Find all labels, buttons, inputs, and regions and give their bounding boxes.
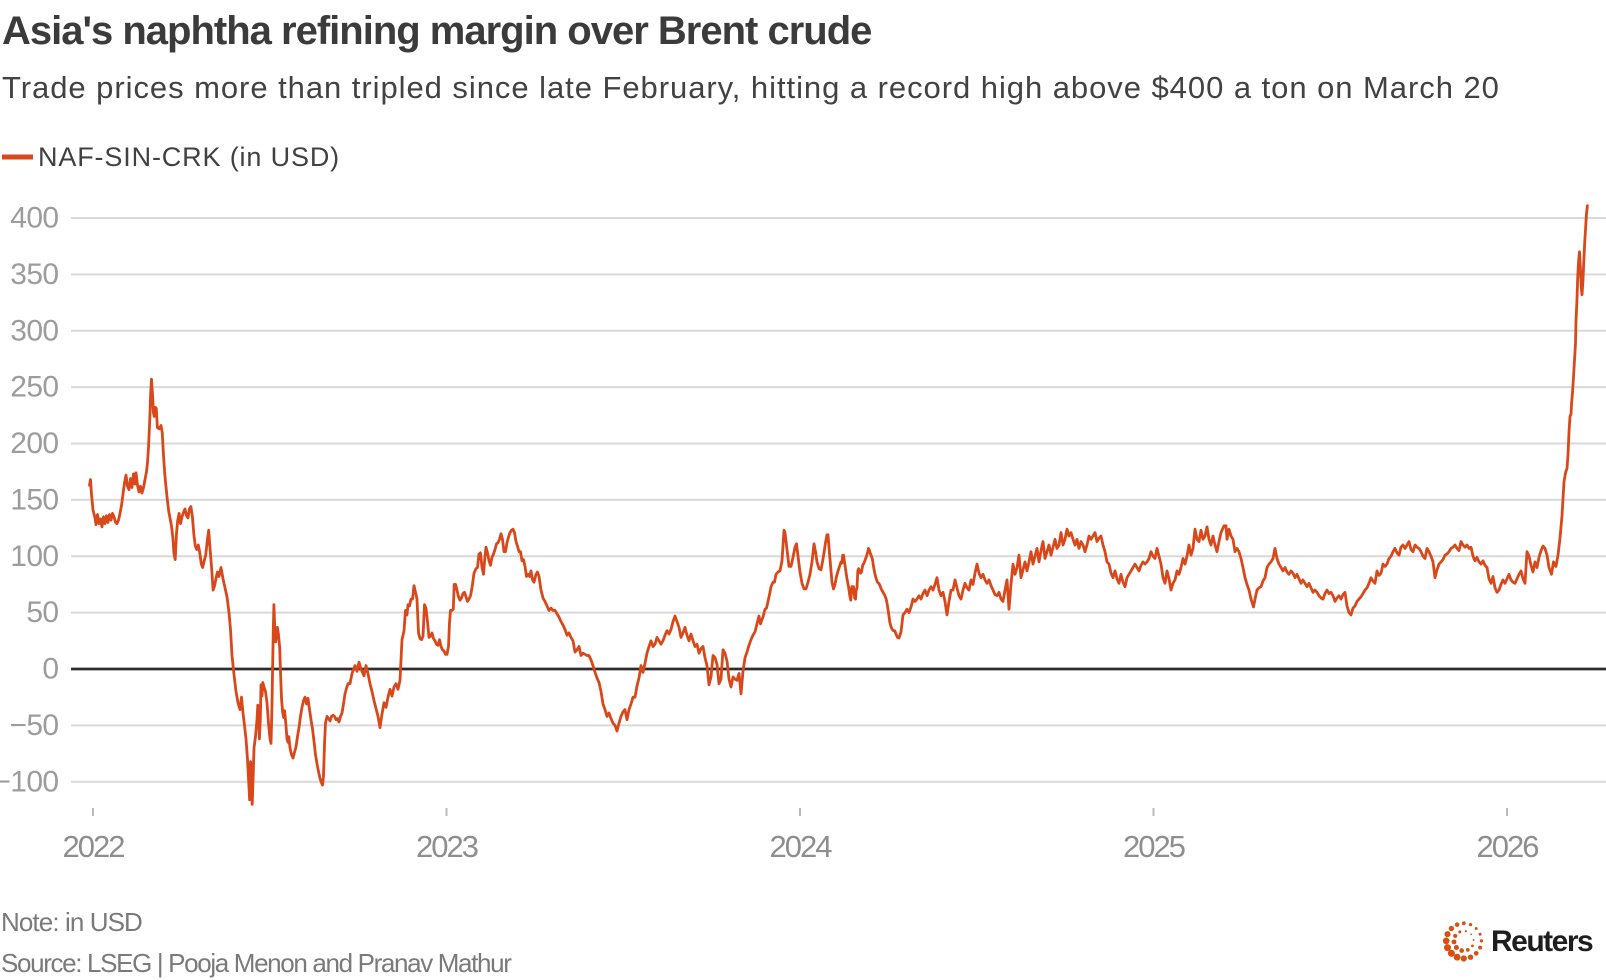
- svg-text:2024: 2024: [770, 829, 833, 864]
- svg-text:Reuters: Reuters: [1491, 925, 1593, 958]
- svg-text:250: 250: [10, 371, 58, 404]
- svg-text:300: 300: [10, 314, 58, 347]
- svg-text:100: 100: [10, 540, 58, 573]
- svg-text:150: 150: [10, 483, 58, 516]
- svg-text:−100: −100: [0, 765, 59, 798]
- svg-text:2022: 2022: [63, 829, 125, 864]
- svg-text:2025: 2025: [1123, 829, 1185, 864]
- svg-text:2023: 2023: [416, 829, 478, 864]
- svg-text:2026: 2026: [1477, 829, 1539, 864]
- svg-text:200: 200: [10, 427, 58, 460]
- svg-text:400: 400: [10, 202, 58, 235]
- svg-text:350: 350: [10, 258, 58, 291]
- svg-text:−50: −50: [9, 709, 58, 742]
- svg-text:50: 50: [26, 596, 58, 629]
- svg-text:0: 0: [42, 653, 58, 686]
